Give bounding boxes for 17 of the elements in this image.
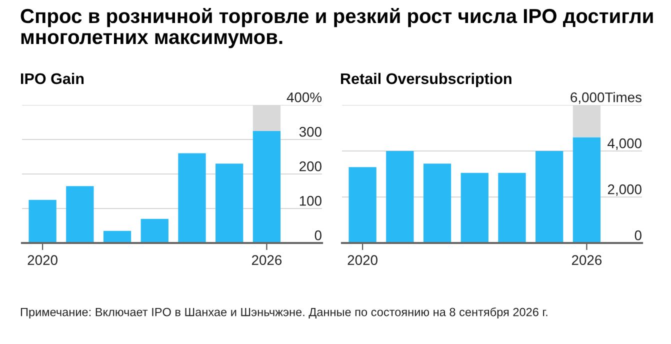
- y-tick-label: 300: [299, 126, 322, 137]
- y-tick-label: 2,000: [608, 184, 642, 196]
- y-tick-label: 0: [314, 230, 322, 240]
- x-tick-label: 2020: [348, 255, 378, 266]
- chart-subtitle: IPO Gain: [21, 72, 84, 84]
- y-tick-label: 6,000Times: [570, 92, 642, 104]
- x-tick-label: 2026: [572, 255, 602, 266]
- chart-title: Спрос в розничной торговле и резкий рост числа IPO достигли многолетних максимумов.: [20, 8, 653, 48]
- y-tick-label: 100: [300, 196, 322, 206]
- y-tick-label: 400%: [286, 92, 322, 102]
- x-tick-label: 2020: [28, 255, 58, 266]
- text: Примечание: Включает IPO в Шанхае и Шэньчжэне. Данные по состоянию на 8 сентября 2026 г.: [20, 307, 548, 319]
- y-tick-label: 4,000: [608, 138, 642, 150]
- y-tick-label: 200: [300, 161, 322, 172]
- x-tick-label: 2026: [252, 255, 282, 266]
- chart-title: Retail Oversubscription: [341, 72, 512, 88]
- y-tick-label: 0: [634, 230, 642, 240]
